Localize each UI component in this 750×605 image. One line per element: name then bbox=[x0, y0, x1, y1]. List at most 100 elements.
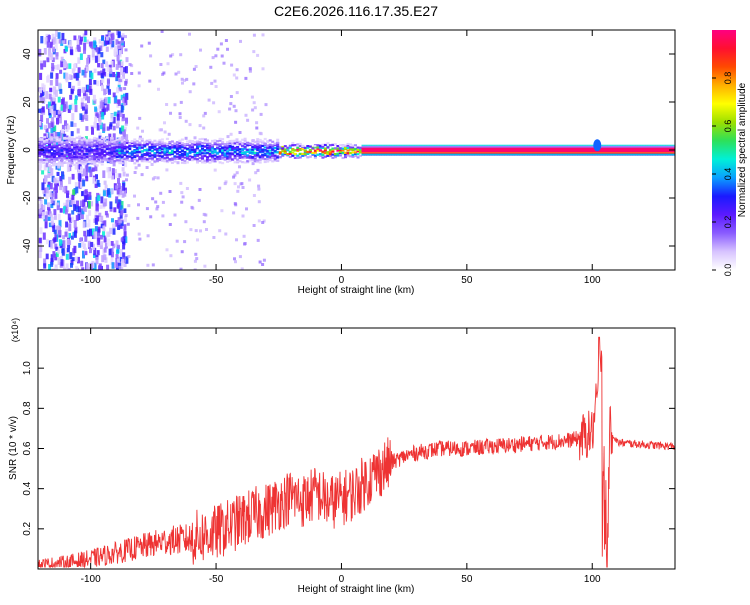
heatmap-cell bbox=[55, 163, 59, 166]
heatmap-cell bbox=[137, 203, 140, 207]
heatmap-cell bbox=[559, 151, 563, 154]
heatmap-cell bbox=[258, 138, 262, 142]
heatmap-cell bbox=[63, 154, 67, 157]
heatmap-cell bbox=[59, 176, 63, 182]
heatmap-cell bbox=[263, 160, 267, 164]
heatmap-cell bbox=[123, 145, 127, 148]
heatmap-cell bbox=[84, 93, 88, 101]
heatmap-cell bbox=[100, 150, 104, 153]
heatmap-cell bbox=[321, 143, 325, 146]
heatmap-cell bbox=[118, 87, 122, 91]
heatmap-cell bbox=[140, 139, 144, 142]
heatmap-cell bbox=[81, 241, 85, 247]
heatmap-cell bbox=[268, 153, 272, 156]
heatmap-cell bbox=[296, 156, 300, 159]
heatmap-cell bbox=[241, 186, 245, 189]
heatmap-cell bbox=[208, 148, 212, 151]
heatmap-cell bbox=[229, 132, 233, 136]
heatmap-cell bbox=[346, 144, 350, 147]
heatmap-cell bbox=[376, 145, 380, 148]
heatmap-cell bbox=[77, 213, 81, 220]
heatmap-cell bbox=[113, 169, 117, 174]
heatmap-cell bbox=[83, 168, 86, 177]
heatmap-cell bbox=[125, 117, 128, 124]
heatmap-cell bbox=[66, 196, 70, 203]
heatmap-cell bbox=[161, 214, 165, 218]
heatmap-cell bbox=[133, 171, 137, 174]
heatmap-cell bbox=[354, 152, 357, 155]
heatmap-cell bbox=[228, 149, 232, 152]
heatmap-cell bbox=[53, 209, 57, 216]
heatmap-cell bbox=[248, 151, 252, 155]
heatmap-cell bbox=[189, 228, 193, 232]
heatmap-cell bbox=[61, 174, 65, 180]
heatmap-cell bbox=[88, 210, 92, 216]
heatmap-cell bbox=[349, 147, 352, 151]
heatmap-cell bbox=[81, 86, 85, 93]
heatmap-cell bbox=[632, 145, 636, 148]
heatmap-cell bbox=[67, 268, 71, 270]
heatmap-cell bbox=[55, 142, 59, 148]
heatmap-cell bbox=[66, 193, 69, 198]
heatmap-cell bbox=[133, 150, 137, 153]
heatmap-cell bbox=[464, 145, 468, 148]
heatmap-cell bbox=[87, 219, 91, 227]
heatmap-cell bbox=[59, 208, 63, 213]
heatmap-cell bbox=[236, 189, 240, 193]
heatmap-cell bbox=[147, 41, 151, 45]
heatmap-cell bbox=[55, 132, 59, 137]
heatmap-cell bbox=[288, 155, 292, 158]
heatmap-cell bbox=[70, 235, 74, 240]
heatmap-cell bbox=[102, 190, 106, 197]
heatmap-cell bbox=[214, 54, 218, 58]
heatmap-cell bbox=[313, 146, 317, 149]
heatmap-cell bbox=[196, 154, 199, 157]
heatmap-cell bbox=[293, 149, 297, 152]
heatmap-cell bbox=[149, 215, 153, 219]
heatmap-cell bbox=[59, 180, 63, 188]
heatmap-cell bbox=[83, 230, 87, 237]
heatmap-cell bbox=[108, 151, 112, 154]
heatmap-cell bbox=[65, 253, 69, 260]
heatmap-cell bbox=[55, 225, 59, 231]
heatmap-cell bbox=[105, 88, 109, 94]
heatmap-cell bbox=[73, 72, 77, 79]
heatmap-cell bbox=[55, 139, 59, 142]
colorbar-tick-label: 0.4 bbox=[723, 168, 733, 181]
heatmap-cell bbox=[124, 35, 127, 39]
heatmap-cell bbox=[221, 149, 225, 152]
heatmap-cell bbox=[436, 145, 440, 148]
heatmap-cell bbox=[71, 173, 75, 180]
heatmap-cell bbox=[351, 151, 355, 154]
heatmap-cell bbox=[43, 164, 47, 171]
heatmap-cell bbox=[158, 139, 162, 142]
heatmap-cell bbox=[46, 41, 50, 48]
heatmap-cell bbox=[50, 221, 54, 226]
heatmap-cell bbox=[434, 151, 438, 154]
heatmap-cell bbox=[107, 72, 111, 77]
heatmap-cell bbox=[233, 182, 237, 186]
heatmap-cell bbox=[634, 145, 638, 148]
heatmap-cell bbox=[38, 151, 41, 154]
heatmap-cell bbox=[98, 156, 102, 159]
heatmap-cell bbox=[254, 171, 258, 175]
heatmap-cell bbox=[105, 148, 109, 151]
heatmap-cell bbox=[321, 145, 325, 148]
heatmap-cell bbox=[201, 144, 204, 148]
heatmap-cell bbox=[69, 49, 73, 55]
heatmap-cell bbox=[103, 145, 107, 148]
heatmap-cell bbox=[351, 155, 355, 158]
heatmap-cell bbox=[454, 151, 458, 154]
heatmap-cell bbox=[173, 146, 177, 149]
heatmap-cell bbox=[163, 153, 167, 156]
heatmap-cell bbox=[333, 153, 337, 156]
heatmap-cell bbox=[226, 47, 229, 51]
heatmap-cell bbox=[83, 158, 87, 161]
heatmap-cell bbox=[218, 157, 222, 160]
heatmap-cell bbox=[261, 148, 265, 151]
heatmap-cell bbox=[429, 151, 433, 154]
heatmap-cell bbox=[55, 136, 59, 139]
heatmap-cell bbox=[213, 157, 217, 160]
heatmap-cell bbox=[252, 50, 256, 54]
heatmap-cell bbox=[204, 138, 207, 142]
